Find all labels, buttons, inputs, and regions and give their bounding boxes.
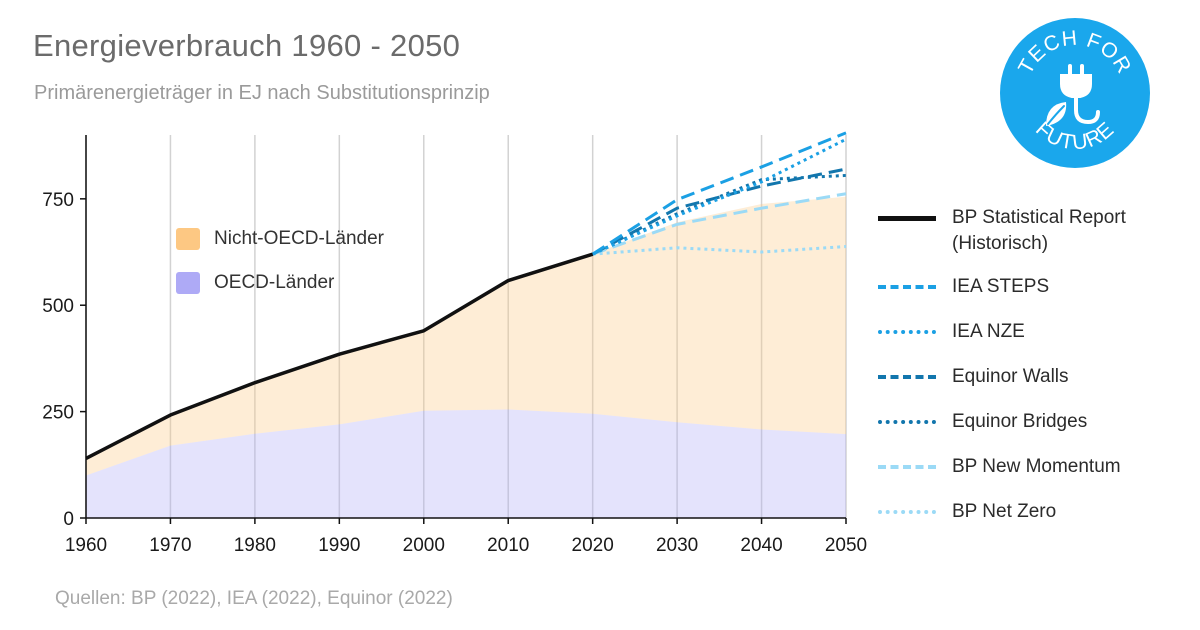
x-tick-label-1970: 1970 xyxy=(149,535,191,556)
chart-areas xyxy=(86,196,846,518)
series-line-2 xyxy=(592,137,847,256)
legend-label-equinor-walls: Equinor Walls xyxy=(952,366,1069,387)
x-tick-label-1990: 1990 xyxy=(318,535,360,556)
oecd-label: OECD-Länder xyxy=(214,272,335,293)
legend-label-bp-historic: BP Statistical Report (Historisch) xyxy=(952,207,1126,254)
legend-line-iea-steps xyxy=(878,285,936,289)
legend-line-iea-nze xyxy=(878,330,936,334)
x-tick-label-1960: 1960 xyxy=(65,535,107,556)
x-tick-label-2020: 2020 xyxy=(572,535,614,556)
tech-for-future-logo: TECH FOR FUTURE xyxy=(1000,18,1150,168)
x-tick-label-2050: 2050 xyxy=(825,535,867,556)
legend-item-equinor-walls: Equinor Walls xyxy=(878,364,1069,390)
legend-line-equinor-walls xyxy=(878,375,936,379)
legend-item-equinor-bridges: Equinor Bridges xyxy=(878,409,1087,435)
legend-item-bp-net-zero: BP Net Zero xyxy=(878,499,1056,525)
legend-label-iea-nze: IEA NZE xyxy=(952,321,1025,342)
legend-label-bp-net-zero: BP Net Zero xyxy=(952,501,1057,522)
legend-line-bp-new-momentum xyxy=(878,465,936,469)
legend-item-iea-nze: IEA NZE xyxy=(878,319,1025,345)
series-line-6 xyxy=(592,244,847,256)
series-line-3 xyxy=(591,167,847,256)
series-line-0 xyxy=(85,252,594,460)
legend-line-equinor-bridges xyxy=(878,420,936,424)
x-tick-label-2030: 2030 xyxy=(656,535,698,556)
area-non-oecd xyxy=(86,196,846,476)
y-tick-label-750: 750 xyxy=(42,190,74,211)
area-legend-item-oecd: OECD-Länder xyxy=(176,272,334,294)
plug-leaf-icon xyxy=(1046,64,1100,126)
legend-label-bp-new-momentum: BP New Momentum xyxy=(952,456,1121,477)
non-oecd-swatch xyxy=(176,228,200,250)
x-tick-label-2040: 2040 xyxy=(740,535,782,556)
y-tick-label-250: 250 xyxy=(42,403,74,424)
x-tick-label-1980: 1980 xyxy=(234,535,276,556)
y-tick-label-500: 500 xyxy=(42,296,74,317)
area-legend-item-non-oecd: Nicht-OECD-Länder xyxy=(176,228,384,250)
series-line-1 xyxy=(591,131,847,256)
legend-line-bp-historic xyxy=(878,216,936,221)
chart-lines xyxy=(85,131,847,460)
page-subtitle: Primärenergieträger in EJ nach Substitut… xyxy=(34,82,490,104)
oecd-swatch xyxy=(176,272,200,294)
legend-item-bp-new-momentum: BP New Momentum xyxy=(878,454,1121,480)
series-line-4 xyxy=(592,173,847,256)
x-tick-label-2010: 2010 xyxy=(487,535,529,556)
legend-label-iea-steps: IEA STEPS xyxy=(952,276,1050,297)
y-tick-label-0: 0 xyxy=(63,509,74,530)
chart-axes: 0 250 500 750 1960 1970 1980 1990 2000 2010 2020 20… xyxy=(42,135,867,556)
non-oecd-label: Nicht-OECD-Länder xyxy=(214,228,384,249)
source-note: Quellen: BP (2022), IEA (2022), Equinor … xyxy=(55,588,453,609)
x-tick-label-2000: 2000 xyxy=(403,535,445,556)
page-title: Energieverbrauch 1960 - 2050 xyxy=(33,28,461,63)
legend-item-bp-historic: BP Statistical Report (Historisch) xyxy=(878,205,1126,257)
series-line-5 xyxy=(592,192,847,256)
legend-line-bp-net-zero xyxy=(878,510,936,514)
legend-label-equinor-bridges: Equinor Bridges xyxy=(952,411,1088,432)
area-oecd xyxy=(86,409,846,518)
legend-item-iea-steps: IEA STEPS xyxy=(878,274,1049,300)
